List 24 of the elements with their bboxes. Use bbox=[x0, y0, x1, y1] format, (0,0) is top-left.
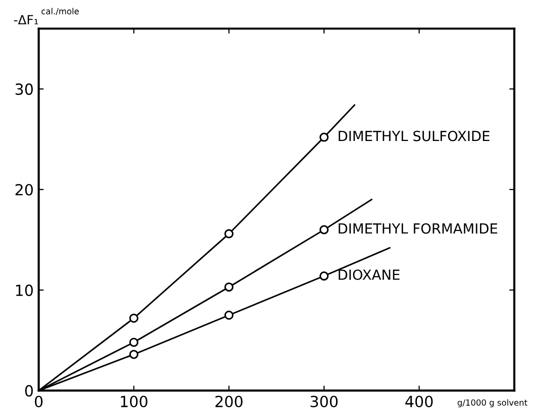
series-label: DIMETHYL FORMAMIDE bbox=[338, 223, 498, 234]
point bbox=[319, 132, 329, 142]
y-axis-title: -ΔF₁ bbox=[14, 15, 38, 24]
point bbox=[129, 350, 138, 359]
y-tick-label: 20 bbox=[16, 184, 33, 196]
point bbox=[319, 271, 329, 281]
y-tick-label: 0 bbox=[25, 385, 33, 397]
x-axis-title: g/1000 g solvent bbox=[458, 399, 528, 408]
y-tick-label: 10 bbox=[16, 284, 33, 296]
series-label: DIMETHYL SULFOXIDE bbox=[338, 130, 490, 142]
y-tick-label: 30 bbox=[16, 83, 33, 95]
x-tick-label: 200 bbox=[215, 396, 243, 408]
point bbox=[319, 225, 329, 234]
point bbox=[129, 338, 138, 347]
point bbox=[129, 314, 138, 323]
series-label: DIOXANE bbox=[338, 269, 400, 280]
x-tick-label: 300 bbox=[310, 396, 338, 408]
text: cal./mole bbox=[42, 8, 79, 15]
point bbox=[224, 282, 234, 292]
x-tick-label: 400 bbox=[405, 396, 433, 408]
point bbox=[224, 229, 234, 238]
point bbox=[224, 310, 234, 320]
x-tick-label: 100 bbox=[120, 396, 148, 408]
x-tick-label: 0 bbox=[34, 396, 43, 408]
